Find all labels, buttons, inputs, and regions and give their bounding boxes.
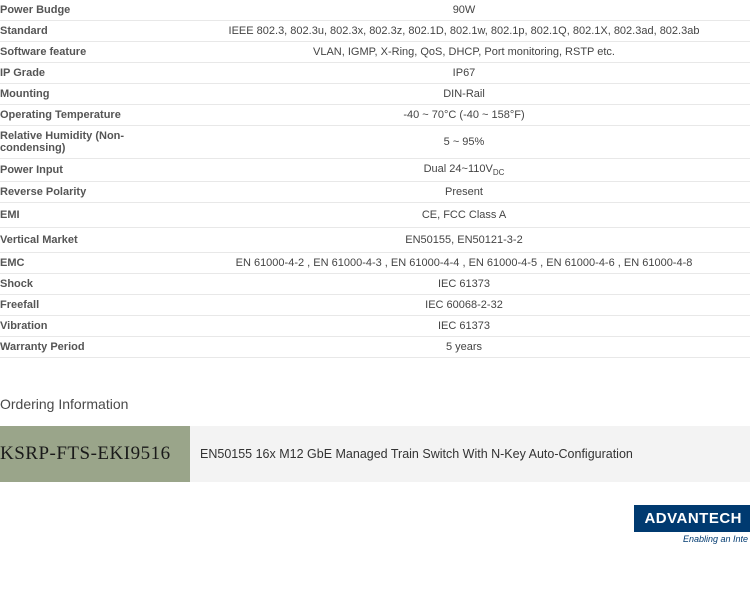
spec-label: Reverse Polarity: [0, 182, 178, 203]
spec-row: EMICE, FCC Class A: [0, 203, 750, 228]
spec-value: IEC 61373: [178, 274, 750, 295]
spec-row: VibrationIEC 61373: [0, 316, 750, 337]
spec-value: CE, FCC Class A: [178, 203, 750, 228]
brand-logo: ADVANTECH Enabling an Inte: [638, 505, 750, 550]
spec-label: Vibration: [0, 316, 178, 337]
spec-value-sub: DC: [493, 168, 505, 177]
brand-logo-text: ADVANTECH: [634, 505, 750, 532]
spec-label: Power Budge: [0, 0, 178, 21]
spec-label: Relative Humidity (Non-condensing): [0, 126, 178, 159]
spec-value: Present: [178, 182, 750, 203]
spec-value: 90W: [178, 0, 750, 21]
ordering-heading: Ordering Information: [0, 396, 750, 412]
spec-value-main: Dual 24~110V: [424, 163, 493, 175]
spec-row: Reverse PolarityPresent: [0, 182, 750, 203]
spec-row: EMCEN 61000-4-2 , EN 61000-4-3 , EN 6100…: [0, 253, 750, 274]
spec-value: 5 years: [178, 337, 750, 358]
spec-value: IEEE 802.3, 802.3u, 802.3x, 802.3z, 802.…: [178, 21, 750, 42]
spec-label: Mounting: [0, 84, 178, 105]
ordering-row: KSRP-FTS-EKI9516 EN50155 16x M12 GbE Man…: [0, 426, 750, 482]
spec-row: FreefallIEC 60068-2-32: [0, 295, 750, 316]
spec-value: Dual 24~110VDC: [178, 159, 750, 182]
spec-label: Power Input: [0, 159, 178, 182]
spec-value: IP67: [178, 63, 750, 84]
spec-label: Standard: [0, 21, 178, 42]
spec-label: Operating Temperature: [0, 105, 178, 126]
spec-row: Power InputDual 24~110VDC: [0, 159, 750, 182]
spec-row: IP GradeIP67: [0, 63, 750, 84]
spec-row: Power Budge90W: [0, 0, 750, 21]
spec-row: ShockIEC 61373: [0, 274, 750, 295]
ordering-part-number: KSRP-FTS-EKI9516: [0, 426, 190, 482]
spec-label: Vertical Market: [0, 228, 178, 253]
spec-table: Power Budge90WStandardIEEE 802.3, 802.3u…: [0, 0, 750, 358]
spec-row: Operating Temperature-40 ~ 70°C (-40 ~ 1…: [0, 105, 750, 126]
spec-value: EN50155, EN50121-3-2: [178, 228, 750, 253]
spec-value: IEC 61373: [178, 316, 750, 337]
spec-value: 5 ~ 95%: [178, 126, 750, 159]
spec-label: IP Grade: [0, 63, 178, 84]
spec-value: EN 61000-4-2 , EN 61000-4-3 , EN 61000-4…: [178, 253, 750, 274]
spec-row: Warranty Period5 years: [0, 337, 750, 358]
spec-label: Freefall: [0, 295, 178, 316]
spec-value: -40 ~ 70°C (-40 ~ 158°F): [178, 105, 750, 126]
spec-value: DIN-Rail: [178, 84, 750, 105]
spec-row: Vertical MarketEN50155, EN50121-3-2: [0, 228, 750, 253]
spec-row: MountingDIN-Rail: [0, 84, 750, 105]
spec-label: Warranty Period: [0, 337, 178, 358]
spec-label: EMC: [0, 253, 178, 274]
spec-row: Software featureVLAN, IGMP, X-Ring, QoS,…: [0, 42, 750, 63]
brand-tagline: Enabling an Inte: [683, 534, 750, 544]
ordering-description: EN50155 16x M12 GbE Managed Train Switch…: [190, 426, 750, 482]
spec-label: Shock: [0, 274, 178, 295]
spec-label: Software feature: [0, 42, 178, 63]
spec-row: StandardIEEE 802.3, 802.3u, 802.3x, 802.…: [0, 21, 750, 42]
spec-value: VLAN, IGMP, X-Ring, QoS, DHCP, Port moni…: [178, 42, 750, 63]
spec-value: IEC 60068-2-32: [178, 295, 750, 316]
spec-row: Relative Humidity (Non-condensing)5 ~ 95…: [0, 126, 750, 159]
spec-label: EMI: [0, 203, 178, 228]
